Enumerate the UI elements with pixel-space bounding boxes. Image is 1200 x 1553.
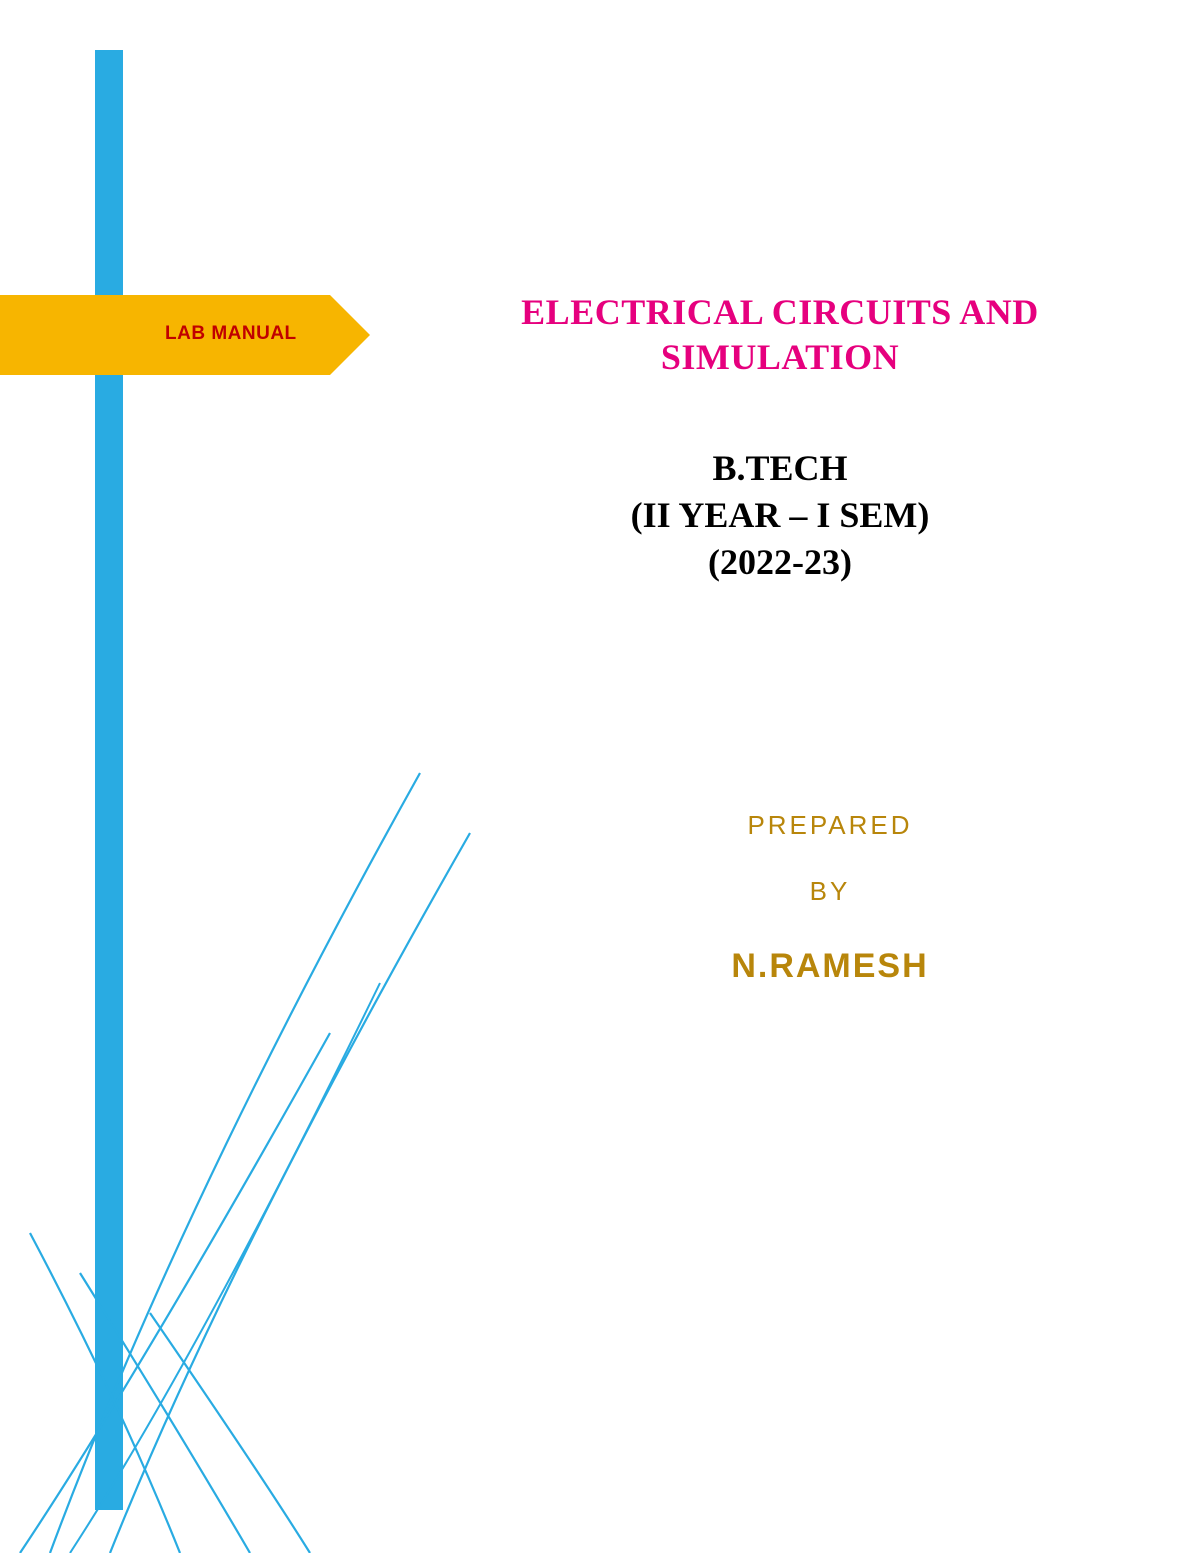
prepared-by-block: PREPARED BY N.RAMESH (620, 810, 1040, 986)
prepared-label: PREPARED (620, 810, 1040, 841)
subtitle-block: B.TECH (II YEAR – I SEM) (2022-23) (420, 445, 1140, 585)
decorative-curves (0, 753, 600, 1553)
subtitle-line1: B.TECH (420, 445, 1140, 492)
subtitle-line2: (II YEAR – I SEM) (420, 492, 1140, 539)
banner: LAB MANUAL (0, 295, 370, 375)
banner-label: LAB MANUAL (165, 323, 297, 345)
subtitle-line3: (2022-23) (420, 539, 1140, 586)
main-title-line1: ELECTRICAL CIRCUITS AND (420, 290, 1140, 335)
banner-arrow (330, 295, 370, 375)
vertical-accent-bar (95, 50, 123, 1510)
main-title-block: ELECTRICAL CIRCUITS AND SIMULATION (420, 290, 1140, 380)
author-name: N.RAMESH (620, 947, 1040, 986)
main-title-line2: SIMULATION (420, 335, 1140, 380)
prepared-by-label: BY (620, 876, 1040, 907)
